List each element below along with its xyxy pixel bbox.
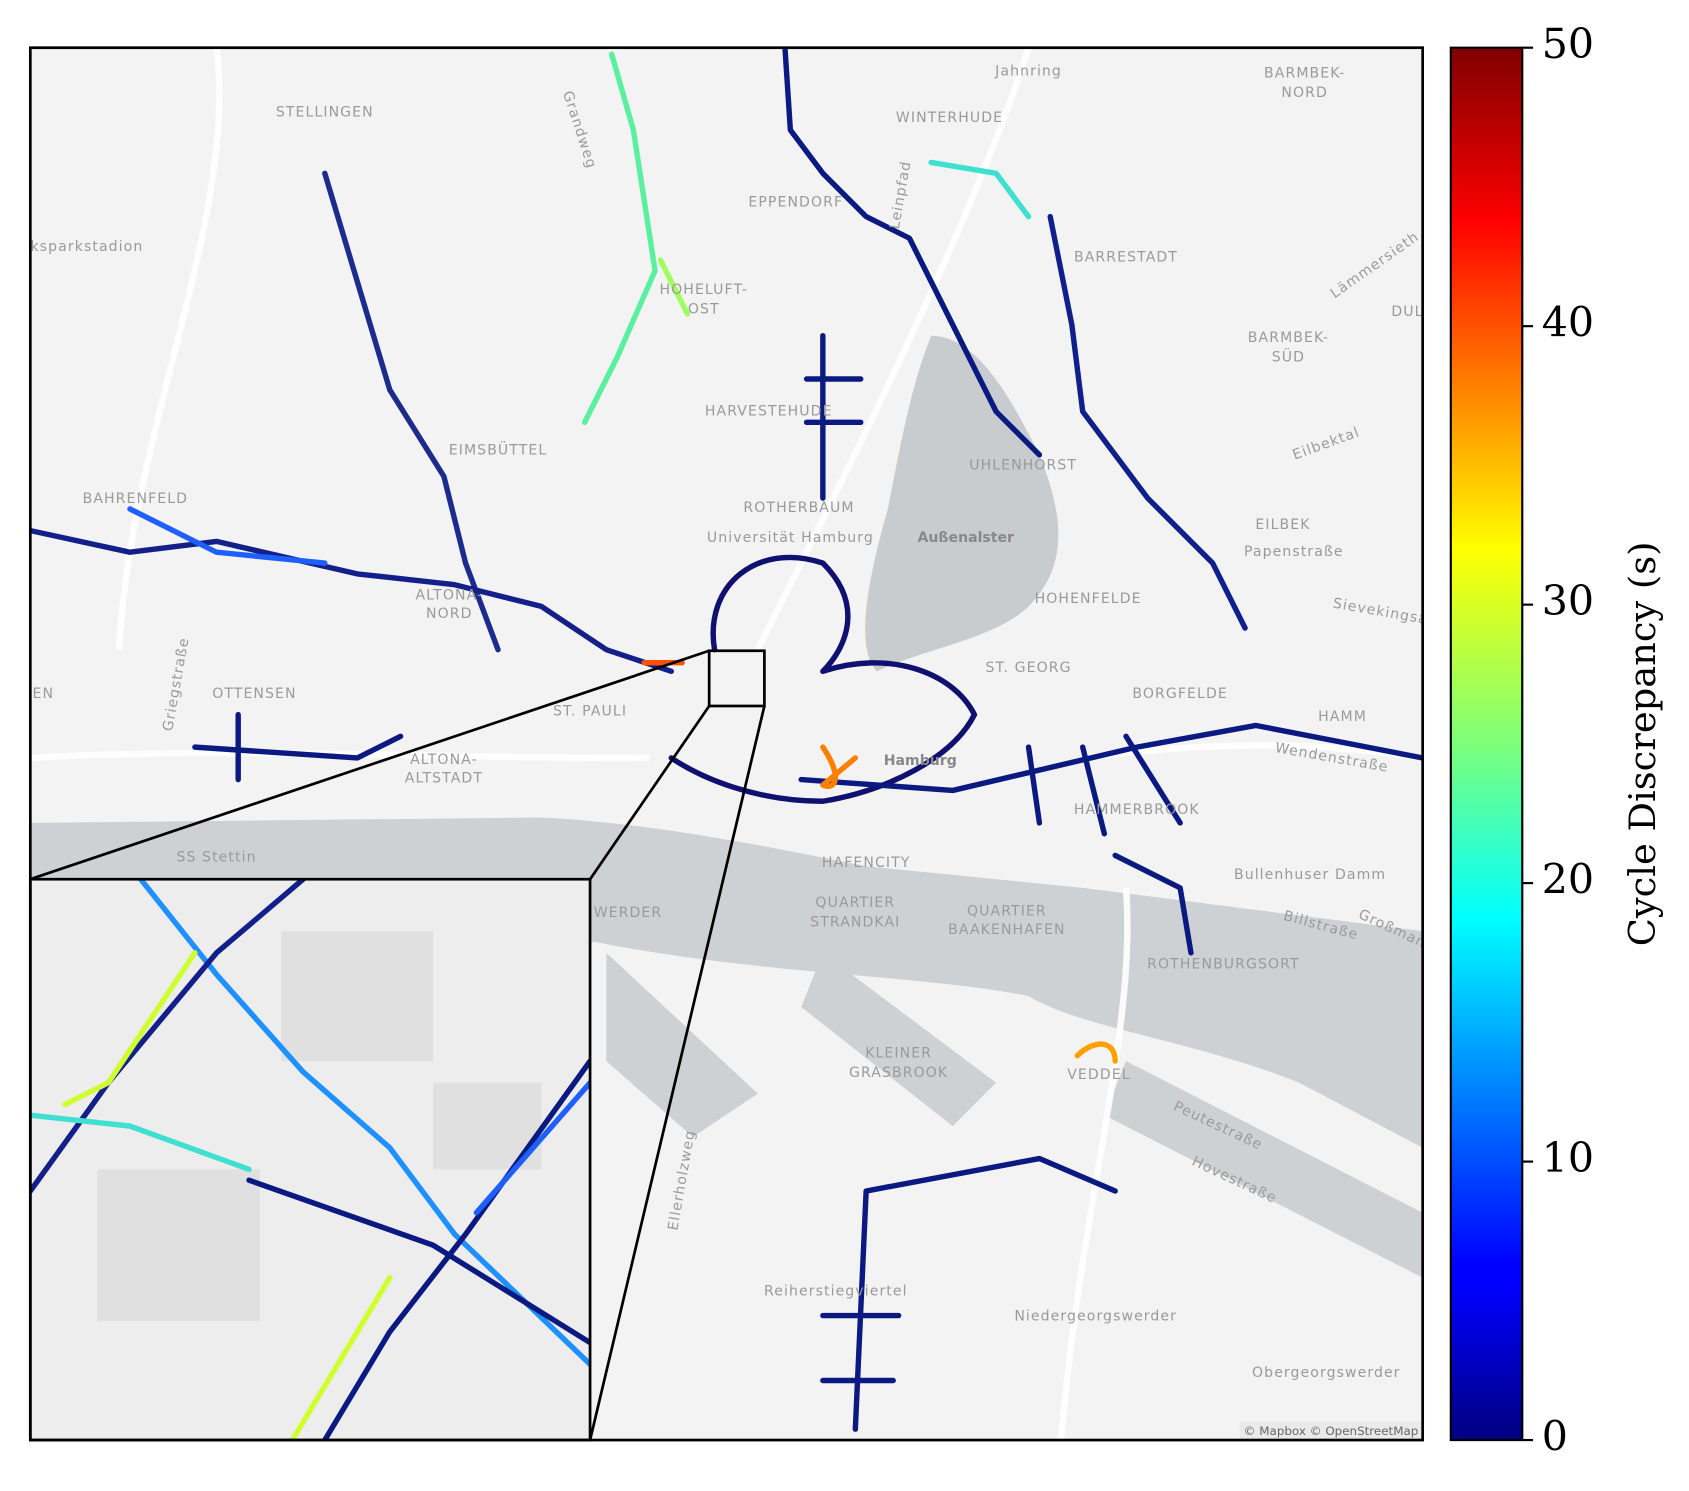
place-label: Papenstraße: [1244, 544, 1344, 560]
place-label: Außenalster: [918, 530, 1014, 546]
inset-map: [30, 879, 591, 1441]
place-label: HAMM: [1318, 709, 1367, 725]
colorbar-tick-label: 30: [1542, 577, 1594, 625]
inset-roads: [30, 879, 591, 1441]
place-label: UHLENHORST: [969, 458, 1077, 474]
place-label: OTTENSEN: [212, 686, 296, 702]
place-label: Bullenhuser Damm: [1234, 867, 1386, 883]
zoom-connector: [29, 649, 710, 881]
place-label: ST. GEORG: [986, 660, 1072, 676]
colorbar-tick-label: 40: [1542, 299, 1594, 347]
road-network: [30, 47, 1423, 1432]
colorbar-tick-label: 10: [1542, 1134, 1594, 1182]
colorbar: [1449, 46, 1524, 1442]
place-label: DUL: [1391, 304, 1423, 320]
place-label: KLEINER: [865, 1046, 932, 1062]
place-label: ALTONA-: [410, 752, 478, 768]
place-label: HAFENCITY: [822, 855, 911, 871]
colorbar-tick-label: 0: [1542, 1413, 1568, 1461]
attribution: © Mapbox © OpenStreetMap: [1244, 1424, 1419, 1438]
place-label: WINTERHUDE: [896, 110, 1003, 126]
zoom-box: [707, 649, 766, 708]
place-label: EPPENDORF: [748, 195, 843, 211]
place-label: BARMBEK-: [1264, 66, 1345, 82]
place-label: NORD: [426, 606, 473, 622]
place-label: VEDDEL: [1067, 1067, 1130, 1083]
place-label: BARMBEK-: [1248, 330, 1329, 346]
colorbar-tick-label: 50: [1542, 20, 1594, 68]
place-label: Jahnring: [994, 64, 1062, 80]
place-label: HOHENFELDE: [1035, 591, 1142, 607]
colorbar-label: Cycle Discrepancy (s): [1621, 541, 1664, 946]
place-label: Hamburg: [884, 753, 957, 769]
place-label: SS Stettin: [176, 850, 256, 866]
place-label: BARRESTADT: [1074, 250, 1178, 266]
place-label: EN: [33, 686, 55, 702]
place-label: QUARTIER: [815, 895, 895, 911]
place-label: Universität Hamburg: [707, 530, 874, 546]
colorbar-tick-label: 20: [1542, 856, 1594, 904]
place-label: Obergeorgswerder: [1252, 1365, 1401, 1381]
place-label: BORGFELDE: [1132, 686, 1227, 702]
place-label: SÜD: [1272, 347, 1305, 365]
place-label: STELLINGEN: [276, 105, 374, 121]
place-label: QUARTIER: [967, 904, 1047, 920]
place-label: ALTONA-: [415, 588, 483, 604]
place-label: ALTSTADT: [405, 771, 483, 787]
place-label: OST: [688, 302, 720, 318]
place-label: Niedergeorgswerder: [1014, 1309, 1177, 1325]
place-label: EIMSBÜTTEL: [449, 440, 548, 458]
zoom-connector: [588, 705, 766, 1441]
place-label: BAAKENHAFEN: [948, 922, 1066, 938]
place-label: BAHRENFELD: [83, 491, 188, 507]
zoom-connector: [588, 705, 711, 880]
map-frame: [28, 46, 1425, 1442]
place-label: HOHELUFT-: [660, 282, 748, 298]
place-label: ROTHERBAUM: [743, 500, 854, 516]
place-label: ST. PAULI: [553, 703, 627, 719]
place-label: STRANDKAI: [810, 915, 900, 931]
place-label: Reiherstiegviertel: [764, 1284, 908, 1300]
place-label: HAMMERBROOK: [1074, 802, 1200, 818]
place-label: GRASBROOK: [849, 1065, 948, 1081]
place-label: HARVESTEHUDE: [705, 403, 833, 419]
place-label: ROTHENBURGSORT: [1147, 957, 1300, 973]
place-label: WERDER: [594, 905, 663, 921]
place-label: lksparkstadion: [26, 239, 144, 255]
place-label: EILBEK: [1255, 517, 1310, 533]
place-label: NORD: [1281, 85, 1328, 101]
